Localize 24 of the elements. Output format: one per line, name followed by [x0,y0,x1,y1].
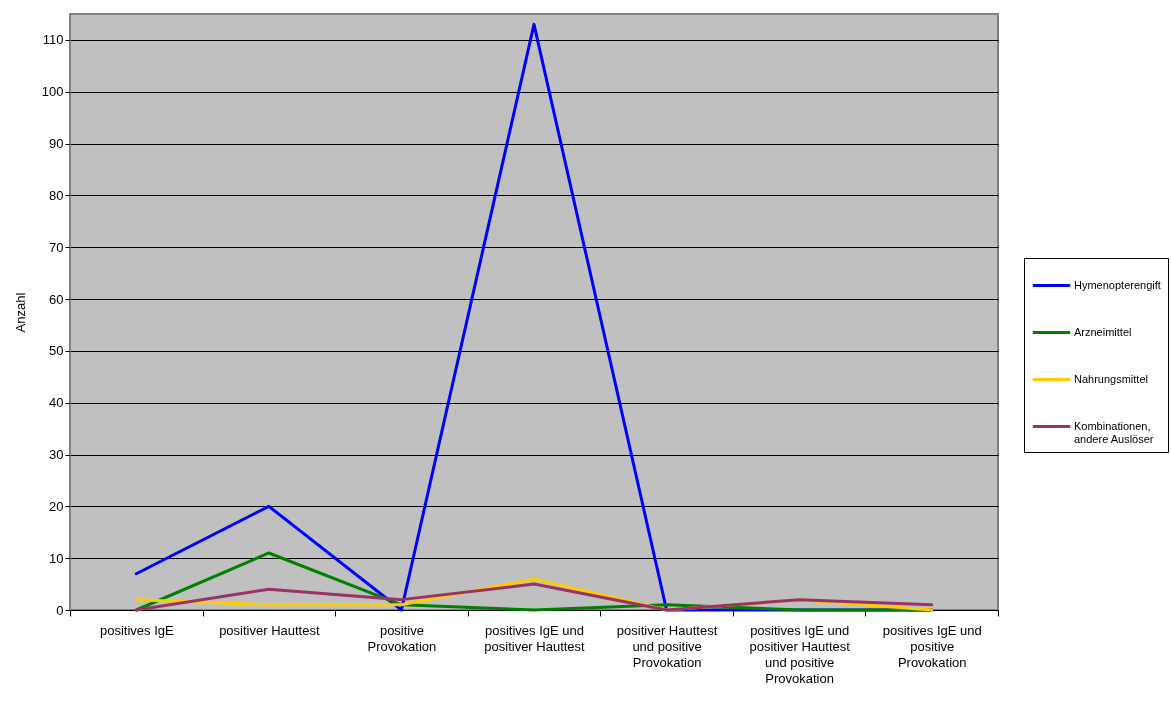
y-tick-label: 30 [49,447,64,463]
x-tick-label: positiver Hauttest und positive Provokation [616,622,718,670]
y-tick-label: 60 [49,291,64,307]
y-tick-label: 50 [49,343,64,359]
x-tick-label: positives IgE und positiver Hauttest [484,622,586,654]
y-tick-label: 110 [42,32,64,48]
y-tick-label: 70 [49,239,64,255]
legend-label: Kombinationen, andere Auslöser [1074,419,1154,445]
y-tick-label: 10 [49,550,64,566]
x-tick-label: positive Provokation [367,622,437,654]
y-axis-title: Anzahl [12,292,28,333]
x-tick-label: positives IgE und positiver Hauttest und positive Provokation [749,622,851,686]
x-tick-label: positives IgE und positive Provokation [882,622,982,670]
y-tick-label: 80 [49,187,64,203]
x-tick-label: positives IgE [99,622,174,638]
y-tick-label: 20 [49,498,64,514]
y-tick-label: 90 [49,136,64,152]
y-tick-label: 40 [49,395,64,411]
y-tick-label: 100 [41,84,64,100]
legend-label: Arzneimittel [1074,325,1132,338]
x-tick-label: positiver Hauttest [219,622,320,638]
y-tick-label: 0 [56,602,64,618]
legend-label: Hymenopterengift [1074,278,1161,291]
legend-label: Nahrungsmittel [1074,372,1148,385]
